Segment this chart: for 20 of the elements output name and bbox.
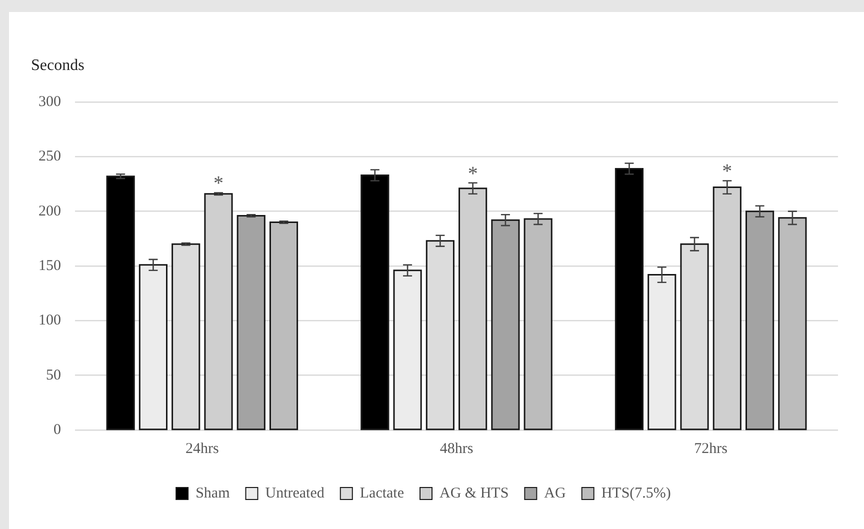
y-tick-label: 200: [38, 203, 61, 220]
legend-label: HTS(7.5%): [601, 485, 671, 502]
y-tick-label: 300: [38, 94, 61, 110]
y-tick-label: 0: [54, 422, 61, 438]
y-tick-label: 100: [38, 312, 61, 329]
x-tick-label: 24hrs: [185, 440, 219, 457]
annotation: *: [213, 172, 224, 195]
y-tick-label: 250: [38, 148, 61, 165]
x-tick-label: 72hrs: [694, 440, 728, 457]
annotation: *: [722, 160, 732, 183]
annotation: *: [468, 162, 478, 185]
y-tick-label: 50: [46, 367, 61, 384]
legend-label: AG: [544, 485, 566, 502]
legend-label: AG & HTS: [440, 485, 509, 502]
legend-label: Untreated: [265, 485, 325, 502]
legend-label: Sham: [196, 485, 230, 502]
x-tick-label: 48hrs: [440, 440, 474, 457]
legend-label: Lactate: [360, 485, 404, 502]
y-tick-label: 150: [38, 258, 61, 274]
y-axis-title: Seconds: [31, 57, 84, 74]
